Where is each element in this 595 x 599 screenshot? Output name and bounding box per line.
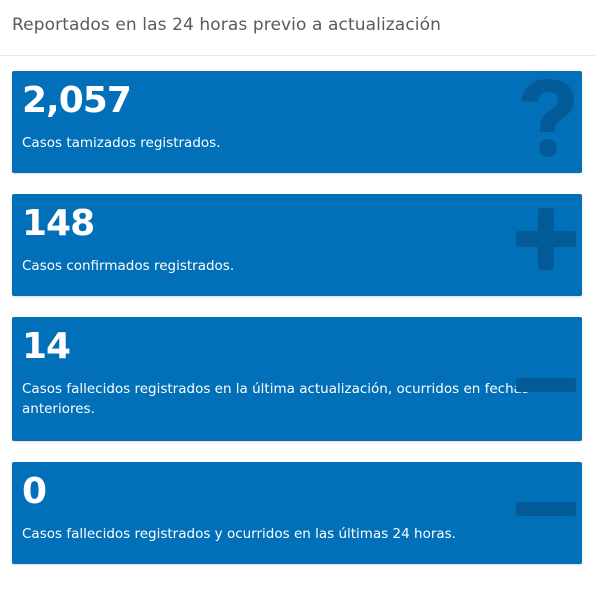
stat-card-screened: 2,057 Casos tamizados registrados.	[12, 71, 582, 173]
stat-value: 0	[22, 471, 47, 512]
plus-icon	[516, 208, 576, 270]
question-icon	[522, 79, 574, 157]
stat-description: Casos tamizados registrados.	[22, 135, 221, 151]
stat-card-deaths-24h: 0 Casos fallecidos registrados y ocurrid…	[12, 462, 582, 564]
minus-icon	[516, 502, 576, 516]
page-title: Reportados en las 24 horas previo a actu…	[12, 15, 441, 35]
stat-card-confirmed: 148 Casos confirmados registrados.	[12, 194, 582, 296]
header-divider	[0, 55, 595, 56]
minus-icon	[516, 378, 576, 392]
stat-value: 2,057	[22, 80, 132, 121]
stat-description: Casos fallecidos registrados en la últim…	[22, 381, 529, 417]
stat-value: 148	[22, 203, 95, 244]
stat-value: 14	[22, 326, 71, 367]
stat-description: Casos confirmados registrados.	[22, 258, 235, 274]
stat-card-deaths-previous: 14 Casos fallecidos registrados en la úl…	[12, 317, 582, 441]
stat-description: Casos fallecidos registrados y ocurridos…	[22, 526, 456, 542]
